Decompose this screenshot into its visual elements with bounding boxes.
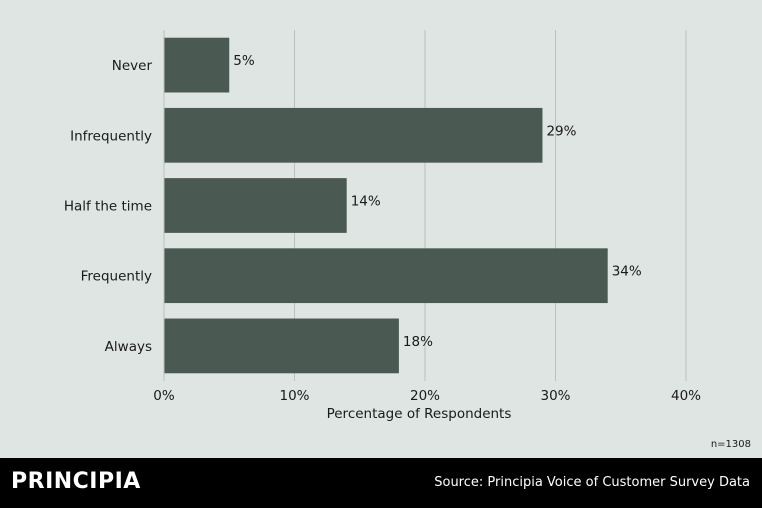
x-tick-label-1: 10%: [279, 388, 309, 404]
value-label-3: 34%: [612, 264, 642, 280]
category-label-3: Frequently: [81, 269, 152, 285]
value-label-0: 5%: [233, 53, 255, 69]
category-label-2: Half the time: [64, 199, 152, 215]
x-tick-label-4: 40%: [671, 388, 701, 404]
chart-area: Never 5% Infrequently 29% Half the time 14% Fr…: [64, 30, 701, 422]
bar-0: [164, 37, 230, 93]
footer-bar: PRINCIPIA Source: Principia Voice of Cus…: [0, 458, 762, 508]
brand-logo: PRINCIPIA: [11, 469, 141, 494]
bar-3: [164, 248, 608, 304]
source-note: Source: Principia Voice of Customer Surv…: [434, 475, 750, 490]
x-axis-title: Percentage of Respondents: [327, 406, 512, 422]
value-label-1: 29%: [546, 123, 576, 139]
bar-4: [164, 318, 399, 374]
category-label-0: Never: [112, 58, 153, 74]
sample-size-label: n=1308: [710, 439, 751, 450]
x-tick-label-3: 30%: [540, 388, 570, 404]
category-label-1: Infrequently: [70, 128, 152, 144]
bar-chart: Never 5% Infrequently 29% Half the time 14% Fr…: [64, 30, 701, 422]
value-label-4: 18%: [403, 334, 433, 350]
bar-1: [164, 107, 543, 163]
category-label-4: Always: [105, 339, 152, 355]
x-tick-label-2: 20%: [410, 388, 440, 404]
value-label-2: 14%: [351, 194, 381, 210]
x-tick-label-0: 0%: [153, 388, 175, 404]
bar-2: [164, 178, 347, 233]
